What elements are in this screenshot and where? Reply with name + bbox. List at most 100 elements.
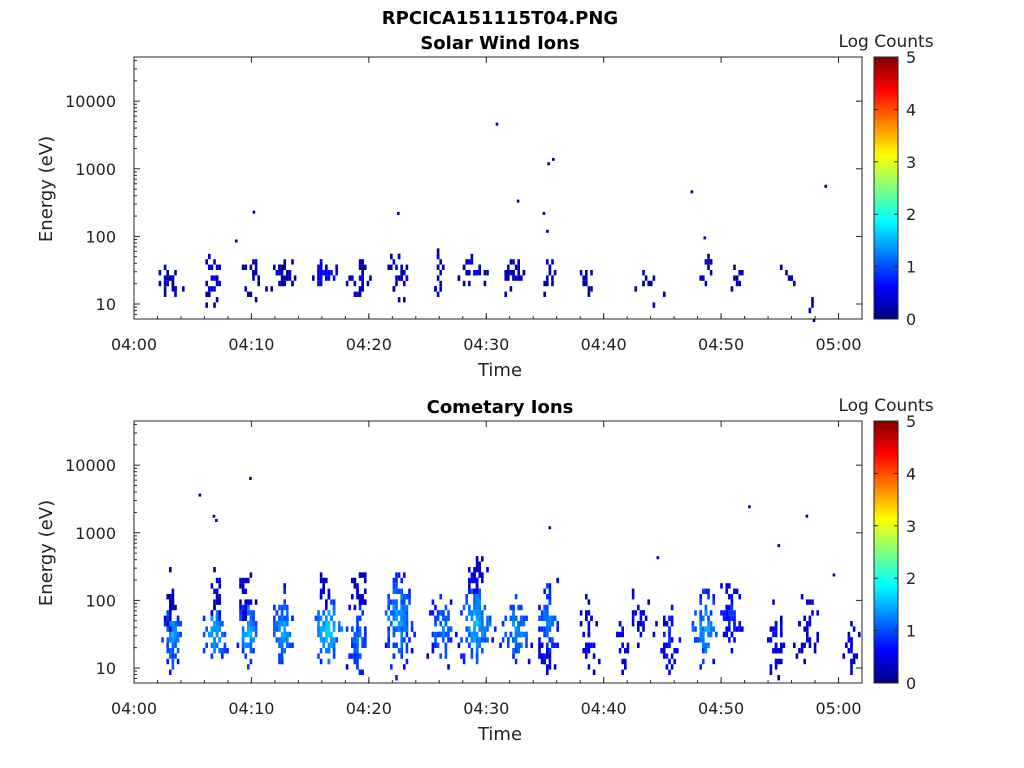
data-cell (283, 259, 286, 265)
data-cell (481, 648, 484, 654)
data-cell (520, 615, 523, 621)
data-cell (322, 588, 325, 594)
data-cell (650, 280, 653, 287)
data-cell (468, 270, 471, 276)
data-cell (772, 631, 775, 638)
data-cell (522, 270, 526, 276)
data-cell (327, 621, 331, 627)
data-cell (403, 572, 406, 578)
colorbar-scale (873, 56, 899, 320)
data-cell (816, 631, 819, 638)
data-cell (517, 626, 520, 632)
data-cell (642, 626, 645, 632)
data-cell (403, 297, 406, 303)
data-cell (395, 615, 398, 621)
data-cell (699, 610, 702, 616)
data-cell (252, 610, 255, 616)
data-cell (673, 648, 676, 654)
data-point (495, 122, 499, 126)
data-cell (358, 275, 362, 281)
data-cell (582, 280, 585, 287)
data-cell (514, 648, 518, 654)
data-cell (410, 621, 414, 627)
data-cell (340, 626, 344, 632)
data-cell (790, 275, 793, 281)
data-cell (395, 577, 398, 584)
data-cell (668, 669, 671, 675)
data-cell (356, 664, 359, 670)
data-cell (642, 610, 645, 616)
data-cell (366, 280, 370, 287)
data-cell (538, 626, 541, 632)
data-cell (704, 642, 708, 648)
data-cell (283, 275, 286, 281)
data-cell (395, 275, 398, 281)
data-cell (738, 594, 741, 600)
data-cell (538, 637, 541, 643)
data-cell (241, 610, 245, 616)
data-cell (332, 604, 336, 611)
data-cell (509, 604, 513, 611)
data-cell (725, 631, 728, 638)
data-cell (546, 610, 549, 616)
data-cell (858, 631, 861, 638)
data-cell (174, 291, 177, 297)
data-cell (244, 264, 247, 270)
data-cell (816, 637, 819, 643)
data-cell (332, 648, 336, 654)
data-cell (351, 275, 354, 281)
data-cell (434, 615, 437, 621)
data-cell (171, 599, 175, 605)
data-cell (475, 270, 479, 276)
data-cell (520, 621, 523, 627)
data-cell (283, 599, 286, 605)
data-cell (405, 275, 409, 281)
data-cell (205, 291, 208, 297)
data-cell (169, 594, 172, 600)
data-cell (241, 577, 245, 584)
data-cell (254, 626, 258, 632)
colorbar-tick-label: 0 (906, 674, 916, 693)
data-cell (244, 599, 247, 605)
data-cell (361, 286, 364, 292)
data-cell (392, 286, 396, 292)
data-cell (244, 604, 247, 611)
data-cell (707, 626, 710, 632)
data-cell (213, 626, 216, 632)
y-tick-label: 100 (85, 591, 116, 610)
data-cell (780, 615, 783, 621)
data-cell (275, 621, 279, 627)
data-cell (364, 588, 367, 594)
data-cell (800, 594, 804, 600)
data-cell (644, 275, 648, 281)
data-cell (218, 648, 221, 654)
data-cell (247, 626, 250, 632)
data-cell (169, 637, 172, 643)
data-cell (730, 615, 734, 621)
data-cell (548, 658, 552, 665)
data-cell (400, 626, 403, 632)
data-cell (257, 275, 260, 281)
data-cell (673, 658, 676, 665)
data-cell (202, 648, 206, 654)
data-cell (483, 280, 487, 287)
data-cell (587, 631, 591, 638)
data-cell (283, 604, 286, 611)
data-cell (330, 631, 333, 638)
data-cell (241, 615, 245, 621)
data-cell (325, 599, 328, 605)
data-cell (327, 594, 331, 600)
data-cell (361, 280, 364, 287)
data-cell (283, 583, 286, 589)
data-cell (462, 264, 466, 270)
plot-frame (133, 420, 863, 684)
data-cell (715, 631, 718, 638)
data-cell (462, 658, 466, 665)
data-cell (712, 658, 715, 665)
data-cell (850, 621, 853, 627)
data-cell (592, 653, 596, 659)
data-cell (699, 631, 702, 638)
data-cell (738, 626, 741, 632)
data-cell (252, 270, 255, 276)
data-cell (590, 615, 593, 621)
